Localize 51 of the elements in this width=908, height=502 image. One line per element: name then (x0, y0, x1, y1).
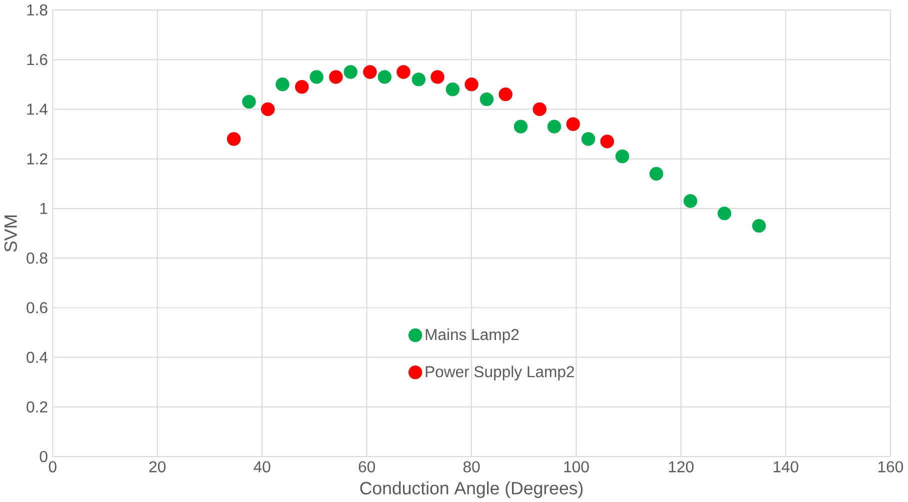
y-tick-label: 1.8 (27, 4, 48, 16)
point (276, 77, 290, 92)
x-tick-label: 40 (254, 461, 270, 472)
point (514, 120, 528, 134)
y-tick-label: 0.8 (26, 252, 48, 264)
y-tick-label: 0.6 (26, 302, 48, 314)
point (566, 117, 580, 131)
point (532, 102, 546, 116)
point (226, 132, 241, 146)
point (261, 102, 275, 116)
point (363, 64, 377, 79)
point (310, 70, 324, 84)
point (295, 80, 309, 94)
point (480, 92, 494, 106)
point (412, 72, 426, 86)
x-tick-label: 120 (668, 461, 694, 472)
point (446, 82, 460, 96)
x-axis-title: Conduction Angle (Degrees) (360, 481, 583, 498)
point (344, 64, 358, 79)
point (329, 70, 343, 84)
y-tick-label: 1.4 (27, 104, 48, 114)
y-tick-label: 1.6 (27, 54, 48, 65)
y-tick-label: 1 (40, 202, 48, 214)
point (547, 120, 562, 134)
legend-label: Mains Lamp2 (426, 328, 519, 344)
x-tick-label: 160 (878, 461, 903, 472)
x-tick-label: 140 (774, 461, 798, 472)
point (242, 94, 256, 108)
x-tick-label: 20 (149, 461, 166, 472)
x-tick-label: 100 (564, 461, 589, 472)
legend-label: Power Supply Lamp2 (426, 366, 574, 380)
point (498, 87, 512, 101)
y-tick-label: 1.2 (27, 153, 48, 164)
point (650, 166, 664, 180)
point (752, 218, 766, 232)
point (600, 134, 614, 148)
x-tick-label: 80 (463, 461, 480, 472)
y-tick-label: 0.4 (26, 352, 48, 363)
y-tick-label: 0.2 (26, 401, 48, 412)
y-tick-label: 0 (40, 450, 48, 462)
point (684, 194, 698, 208)
point (581, 132, 596, 146)
x-tick-label: 0 (48, 461, 56, 472)
point (396, 64, 410, 79)
point (718, 206, 732, 220)
point (378, 70, 392, 84)
point (615, 149, 630, 164)
y-axis-title: SVM (4, 215, 17, 252)
point (430, 70, 444, 84)
x-tick-label: 60 (358, 461, 375, 472)
point (464, 77, 478, 92)
